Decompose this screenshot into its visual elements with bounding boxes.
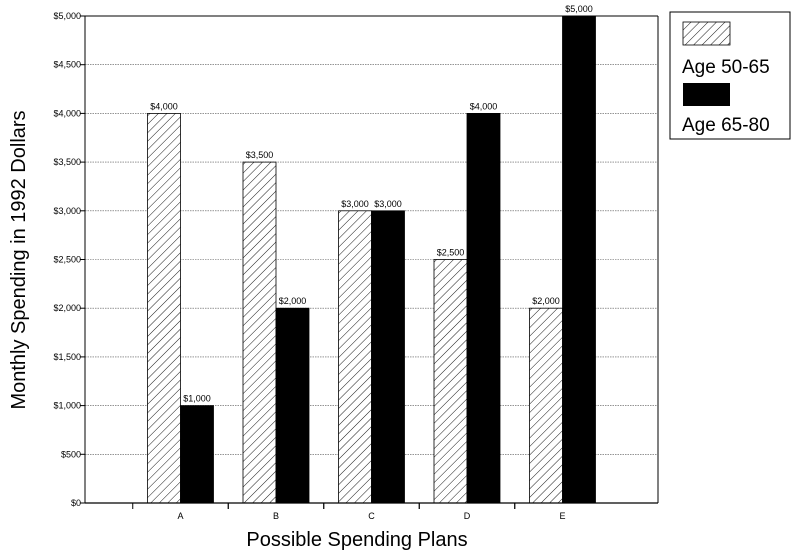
x-axis-title: Possible Spending Plans [246,529,467,551]
y-tick-label: $2,500 [53,255,81,265]
y-tick-label: $4,000 [53,108,81,118]
x-tick-label: D [464,511,471,521]
legend-swatch-age-65-80 [683,83,730,106]
data-label: $2,000 [279,296,307,306]
y-tick-label: $500 [61,449,81,459]
x-tick-label: B [273,511,279,521]
bar-age-65-80-a [180,405,214,504]
data-label: $4,000 [470,101,498,111]
y-tick-label: $1,000 [53,401,81,411]
data-label: $5,000 [565,4,593,14]
x-tick-label: A [177,511,183,521]
bar-age-65-80-d [466,113,501,504]
y-tick-label: $2,000 [53,303,81,313]
data-label: $3,000 [374,199,402,209]
data-label: $2,000 [532,296,560,306]
bar-age-65-80-e [562,15,596,504]
bar-age-50-65-a [147,113,181,504]
y-tick-label: $4,500 [53,60,81,70]
bar-age-50-65-c [338,210,372,504]
y-axis-title: Monthly Spending in 1992 Dollars [8,110,30,409]
bar-age-65-80-c [371,210,405,504]
legend: Age 50-65 Age 65-80 [669,11,791,140]
data-labels: $4,000 $1,000 $3,500 $2,000 $3,000 $3,000 $2,5… [150,4,593,404]
y-tick-label: $3,000 [53,206,81,216]
data-label: $2,500 [437,248,465,258]
data-label: $3,000 [341,199,369,209]
y-tick-label: $3,500 [53,157,81,167]
bar-age-50-65-d [433,259,468,504]
bar-age-50-65-e [529,307,563,504]
x-tick-label: E [559,511,565,521]
axes: $0 $500 $1,000 $1,500 $2,000 $2,500 $3,000 $3,5… [53,11,659,521]
y-tick-label: $0 [71,498,81,508]
y-tick-label: $1,500 [53,352,81,362]
bar-age-50-65-b [242,161,277,504]
data-label: $3,500 [246,150,274,160]
legend-label-age-65-80: Age 65-80 [682,115,770,136]
y-tick-label: $5,000 [53,11,81,21]
data-label: $1,000 [183,394,211,404]
bar-age-65-80-b [275,307,310,504]
data-label: $4,000 [150,101,178,111]
x-tick-label: C [368,511,375,521]
legend-swatch-age-50-65 [682,21,731,46]
legend-label-age-50-65: Age 50-65 [682,57,770,78]
